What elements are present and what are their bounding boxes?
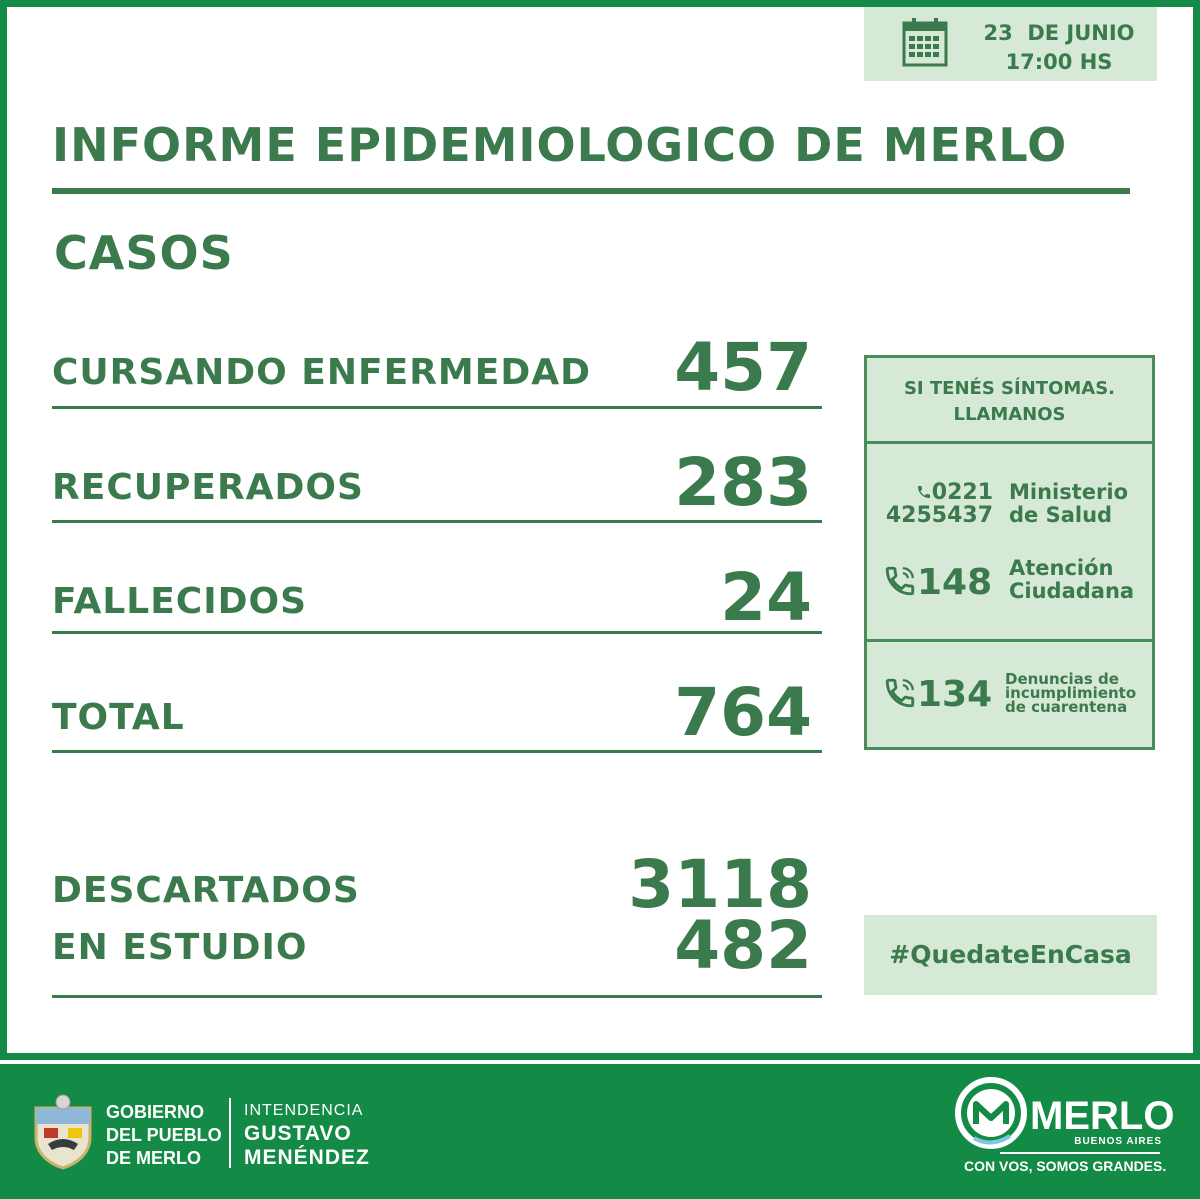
gobierno-line1: GOBIERNO <box>106 1102 205 1122</box>
hashtag-badge: #QuedateEnCasa <box>864 915 1157 995</box>
page-title: INFORME EPIDEMIOLOGICO DE MERLO <box>52 118 1068 172</box>
intendente-name-line1: GUSTAVO <box>244 1122 352 1145</box>
gobierno-line3: DE MERLO <box>106 1148 202 1168</box>
panel-divider <box>867 441 1152 444</box>
ministerio-label: Ministerio de Salud <box>1009 481 1128 527</box>
date-time: 23 DE JUNIO 17:00 HS <box>964 19 1154 77</box>
stat-value-total: 764 <box>674 674 812 751</box>
stat-label-descartados: DESCARTADOS <box>52 870 360 911</box>
stat-label-cursando: CURSANDO ENFERMEDAD <box>52 352 591 393</box>
denuncias-number: 134 <box>883 675 992 715</box>
report-time: 17:00 HS <box>1005 50 1113 74</box>
stat-value-en-estudio: 482 <box>674 907 812 984</box>
denuncias-label-line3: de cuarentena <box>1005 698 1128 716</box>
report-date: 23 DE JUNIO <box>983 21 1135 45</box>
intendencia-label: INTENDENCIA <box>244 1102 364 1119</box>
footer: GOBIERNO DEL PUEBLO DE MERLO INTENDENCIA… <box>0 1064 1200 1199</box>
panel-divider <box>867 639 1152 642</box>
panel-heading-line2: LLAMANOS <box>953 404 1066 425</box>
atencion-label-line1: Atención <box>1009 556 1114 580</box>
atencion-label: Atención Ciudadana <box>1009 557 1134 603</box>
ministerio-number-line1: 0221 <box>931 480 993 505</box>
panel-heading-line1: SI TENÉS SÍNTOMAS. <box>903 378 1116 399</box>
gobierno-line2: DEL PUEBLO <box>106 1125 222 1145</box>
slogan-divider <box>1000 1152 1160 1154</box>
footer-divider <box>229 1098 231 1168</box>
ministerio-number-line2: 4255437 <box>885 503 993 528</box>
panel-heading: SI TENÉS SÍNTOMAS. LLAMANOS <box>867 376 1152 428</box>
date-box: 23 DE JUNIO 17:00 HS <box>864 7 1157 81</box>
stat-value-fallecidos: 24 <box>720 559 812 636</box>
intendente-name-line2: MENÉNDEZ <box>244 1146 370 1169</box>
phone-contacts-panel: SI TENÉS SÍNTOMAS. LLAMANOS 0221 4255437… <box>864 355 1155 750</box>
footer-gap <box>0 1060 1200 1064</box>
stat-divider <box>52 995 822 998</box>
intendente-name: GUSTAVO MENÉNDEZ <box>244 1122 370 1170</box>
stat-value-cursando: 457 <box>674 329 812 406</box>
stat-divider <box>52 750 822 753</box>
merlo-brand-sub: BUENOS AIRES <box>1074 1136 1162 1147</box>
coat-of-arms-icon <box>34 1094 92 1170</box>
denuncias-label-line2: incumplimiento <box>1005 684 1137 702</box>
stat-divider <box>52 520 822 523</box>
title-underline <box>52 188 1130 194</box>
ministerio-number: 0221 4255437 <box>881 481 993 527</box>
stat-label-fallecidos: FALLECIDOS <box>52 581 308 622</box>
gobierno-label: GOBIERNO DEL PUEBLO DE MERLO <box>106 1101 222 1170</box>
phone-icon <box>917 486 930 498</box>
ministerio-label-line1: Ministerio <box>1009 480 1129 504</box>
stat-divider <box>52 406 822 409</box>
calendar-icon <box>902 18 948 67</box>
stat-value-recuperados: 283 <box>674 444 812 521</box>
frame-bottom-border <box>0 1053 1200 1060</box>
stat-value-descartados: 3118 <box>628 846 812 923</box>
atencion-number-text: 148 <box>917 562 993 603</box>
stat-label-recuperados: RECUPERADOS <box>52 467 364 508</box>
phone-icon <box>885 678 915 708</box>
phone-icon <box>885 566 915 596</box>
merlo-logo-icon <box>955 1077 1027 1149</box>
denuncias-label-line1: Denuncias de <box>1005 670 1119 688</box>
denuncias-number-text: 134 <box>917 674 993 715</box>
atencion-number: 148 <box>883 563 992 603</box>
denuncias-label: Denuncias de incumplimiento de cuarenten… <box>1005 670 1137 716</box>
merlo-brand: MERLO <box>1030 1094 1175 1138</box>
ministerio-label-line2: de Salud <box>1009 503 1113 527</box>
atencion-label-line2: Ciudadana <box>1009 579 1135 603</box>
section-title: CASOS <box>54 226 234 280</box>
stat-label-total: TOTAL <box>52 697 185 738</box>
stat-label-en-estudio: EN ESTUDIO <box>52 927 308 968</box>
slogan: CON VOS, SOMOS GRANDES. <box>964 1158 1167 1174</box>
stat-divider <box>52 631 822 634</box>
